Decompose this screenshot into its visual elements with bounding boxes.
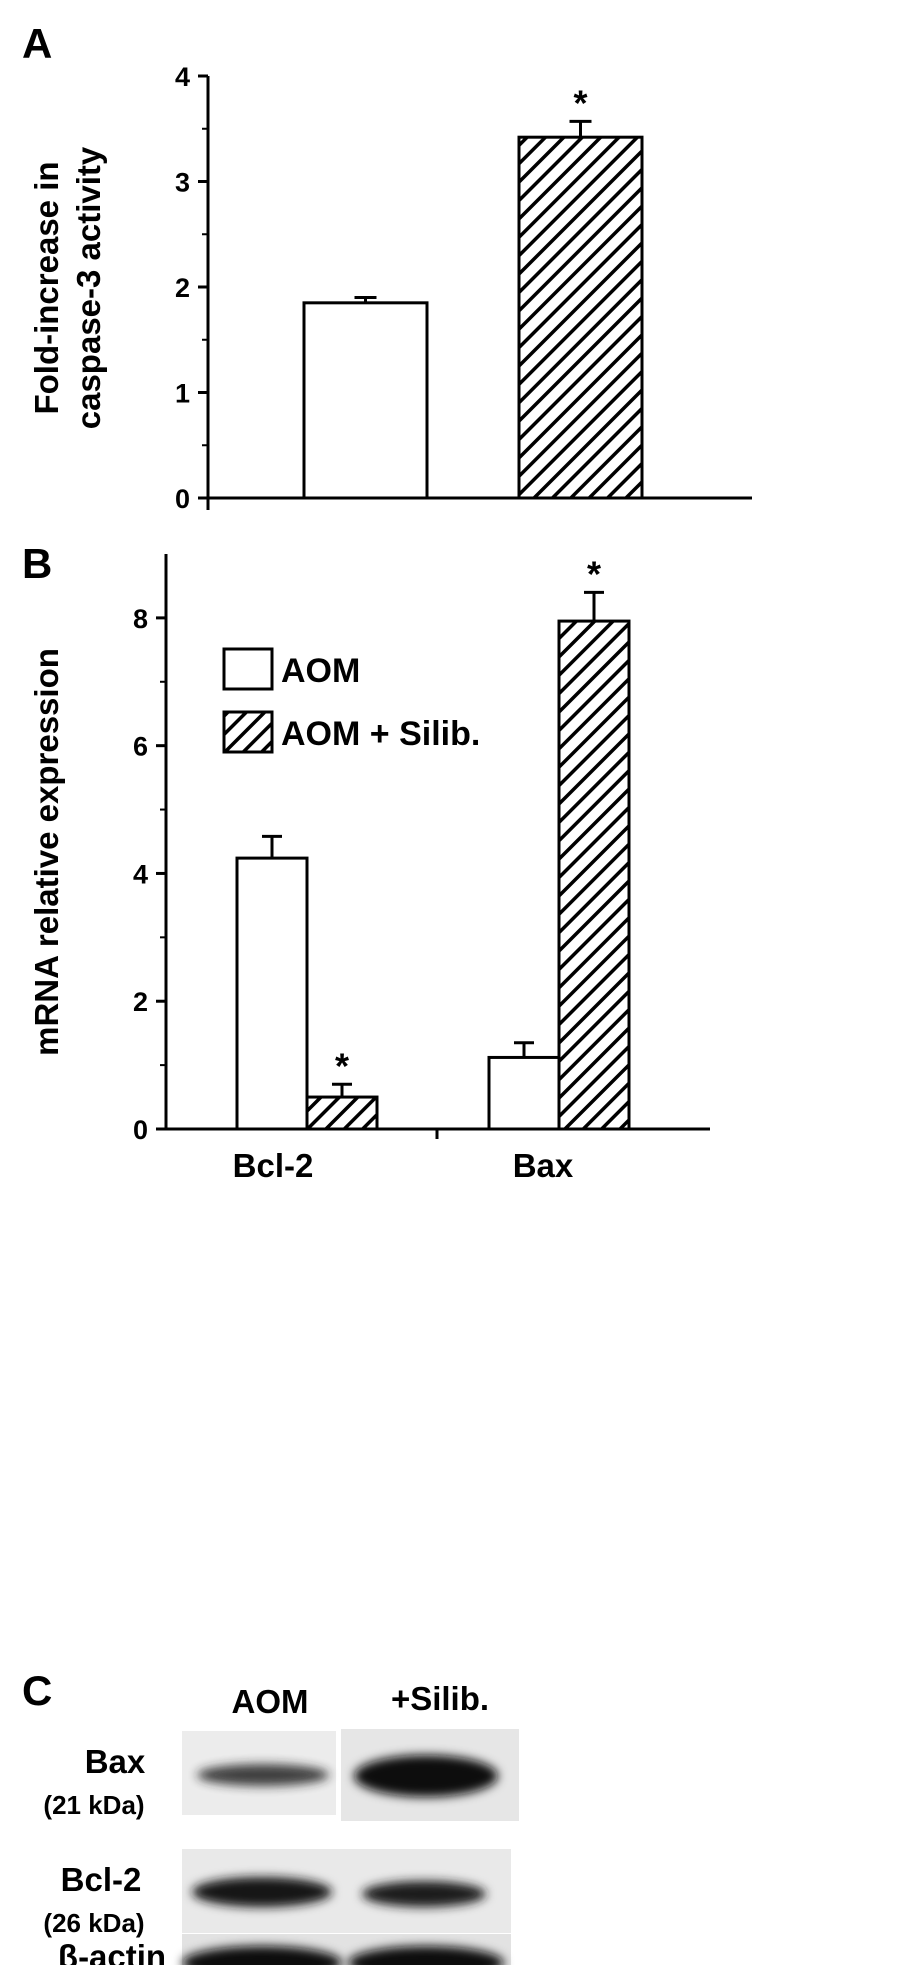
chart-a-ylabel-line1: Fold-increase in — [28, 161, 65, 414]
blot-band-bcl2-silib — [362, 1881, 486, 1907]
chart-a-ylabel-line2: caspase-3 activity — [70, 146, 107, 429]
chart-b-tick-label: 0 — [133, 1115, 148, 1145]
legend-swatch-aom — [222, 647, 274, 691]
blot-column-aom: AOM — [232, 1683, 309, 1720]
panel-a-label: A — [22, 20, 52, 67]
blot-band-actin-aom — [182, 1946, 342, 1965]
chart-a-significance-star: * — [573, 82, 587, 123]
chart-a: Fold-increase in caspase-3 activity 0 1 2 3… — [28, 62, 752, 514]
chart-a-bar — [302, 301, 429, 500]
legend-swatch-silib — [222, 710, 274, 754]
panel-b-label: B — [22, 540, 52, 587]
blot-band-bax-aom — [197, 1764, 329, 1786]
chart-b-significance-star: * — [587, 553, 601, 594]
chart-a-bar — [517, 135, 644, 500]
chart-a-tick-label: 3 — [175, 168, 190, 198]
chart-a-tick-label: 4 — [175, 62, 190, 92]
blot-column-silib: +Silib. — [391, 1680, 489, 1717]
blot-band-bax-silib — [354, 1755, 498, 1797]
blot-row-bcl2-label: Bcl-2 — [61, 1861, 142, 1898]
blot-band-bcl2-aom — [192, 1877, 332, 1907]
panel-c-label: C — [22, 1667, 52, 1714]
blot-row-bax-kda: (21 kDa) — [43, 1790, 144, 1820]
chart-b-bar — [557, 619, 631, 1131]
legend-label-silib: AOM + Silib. — [281, 715, 480, 753]
chart-b-tick-label: 6 — [133, 732, 148, 762]
chart-b-tick-label: 8 — [133, 604, 148, 634]
chart-b: mRNA relative expression 0 2 4 6 8 Bcl-2 * Bax * — [28, 553, 710, 1184]
chart-b-significance-star: * — [335, 1045, 349, 1086]
chart-b-ylabel: mRNA relative expression — [28, 648, 65, 1056]
western-blot — [182, 1729, 519, 1965]
chart-a-tick-label: 0 — [175, 484, 190, 514]
chart-b-category-label: Bax — [513, 1147, 574, 1184]
blot-row-actin-label: β-actin — [58, 1938, 166, 1965]
chart-b-tick-label: 4 — [133, 859, 148, 889]
chart-a-tick-label: 2 — [175, 273, 190, 303]
legend-label-aom: AOM — [281, 652, 360, 690]
chart-b-bar — [487, 1055, 561, 1131]
blot-row-bax-label: Bax — [85, 1743, 146, 1780]
chart-b-tick-label: 2 — [133, 987, 148, 1017]
chart-b-category-label: Bcl-2 — [233, 1147, 314, 1184]
blot-band-actin-silib — [348, 1946, 504, 1965]
chart-a-tick-label: 1 — [175, 379, 190, 409]
chart-b-bar — [305, 1095, 379, 1131]
chart-b-legend: AOM AOM + Silib. — [222, 647, 480, 754]
blot-row-bcl2-kda: (26 kDa) — [43, 1908, 144, 1938]
chart-b-bar — [235, 856, 309, 1131]
